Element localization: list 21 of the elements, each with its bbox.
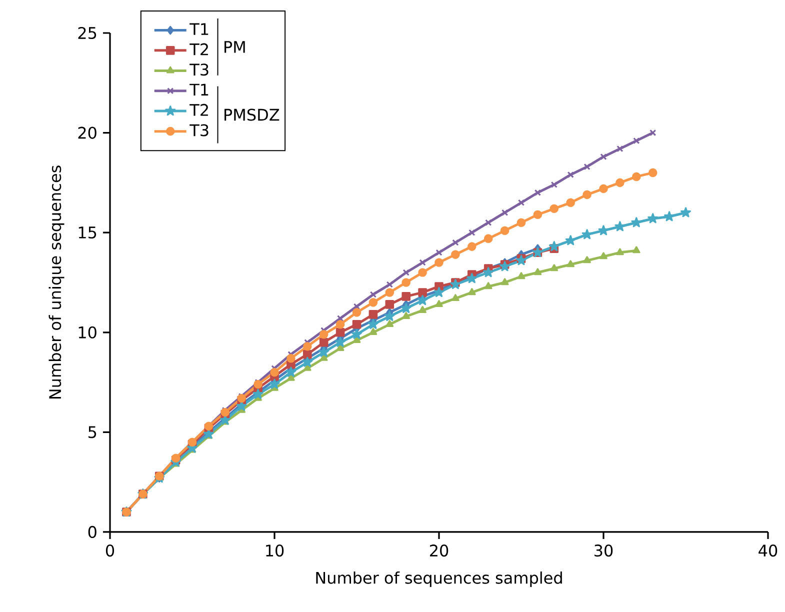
x-tick-label: 20 <box>430 544 448 557</box>
y-axis-title: Number of unique sequences <box>48 166 64 399</box>
y-tick-label: 25 <box>78 26 96 40</box>
y-tick-label: 15 <box>78 226 96 239</box>
y-tick-label: 0 <box>88 526 96 538</box>
annotation: PM <box>224 41 245 53</box>
x-tick-label: 40 <box>758 544 778 557</box>
legend-label: T3 <box>190 64 208 76</box>
legend-label: T1 <box>190 23 208 35</box>
legend-label: T2 <box>190 43 208 56</box>
y-tick-label: 5 <box>88 426 96 438</box>
y-tick-label: 20 <box>78 126 96 139</box>
legend-label: T2 <box>190 104 208 116</box>
y-tick-label: 10 <box>78 326 96 338</box>
x-tick-label: 0 <box>106 544 114 557</box>
x-axis-title: Number of sequences sampled <box>316 571 562 587</box>
legend-label: T3 <box>190 124 208 136</box>
legend-label: T1 <box>190 84 208 96</box>
x-tick-label: 10 <box>266 544 284 557</box>
x-tick-label: 30 <box>594 544 613 557</box>
annotation: PMSDZ <box>224 108 280 121</box>
